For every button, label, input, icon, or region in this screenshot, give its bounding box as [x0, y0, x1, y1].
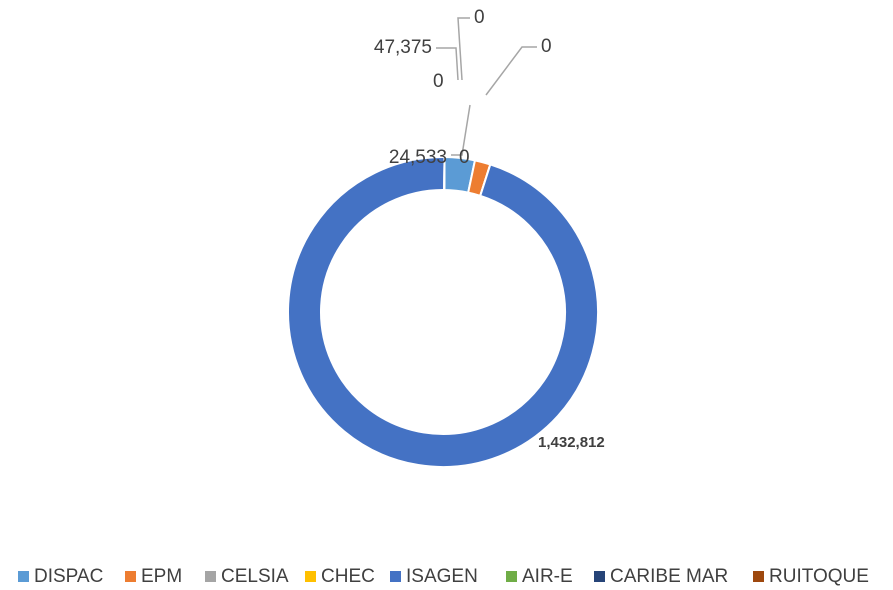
- data-label: 1,432,812: [538, 434, 605, 451]
- donut-segment: [287, 156, 599, 468]
- legend-label: EPM: [141, 566, 182, 587]
- data-label: 0: [474, 7, 485, 28]
- data-label: 0: [433, 71, 444, 92]
- legend-label: CARIBE MAR: [610, 566, 728, 587]
- legend-label: DISPAC: [34, 566, 103, 587]
- data-label: 0: [541, 36, 552, 57]
- legend-swatch: [205, 571, 216, 582]
- leader-line: [436, 47, 459, 81]
- legend-label: CELSIA: [221, 566, 289, 587]
- legend-swatch: [594, 571, 605, 582]
- legend-label: CHEC: [321, 566, 375, 587]
- data-label: 24,533: [389, 147, 447, 168]
- legend-swatch: [305, 571, 316, 582]
- legend-label: ISAGEN: [406, 566, 478, 587]
- legend-swatch: [125, 571, 136, 582]
- legend-label: RUITOQUE: [769, 566, 869, 587]
- leader-line: [485, 46, 537, 96]
- leader-line: [457, 17, 470, 81]
- legend-swatch: [506, 571, 517, 582]
- leader-line: [451, 104, 471, 156]
- legend-swatch: [18, 571, 29, 582]
- legend-swatch: [753, 571, 764, 582]
- legend-label: AIR-E: [522, 566, 573, 587]
- legend-swatch: [390, 571, 401, 582]
- data-label: 0: [459, 147, 470, 168]
- data-label: 47,375: [374, 37, 432, 58]
